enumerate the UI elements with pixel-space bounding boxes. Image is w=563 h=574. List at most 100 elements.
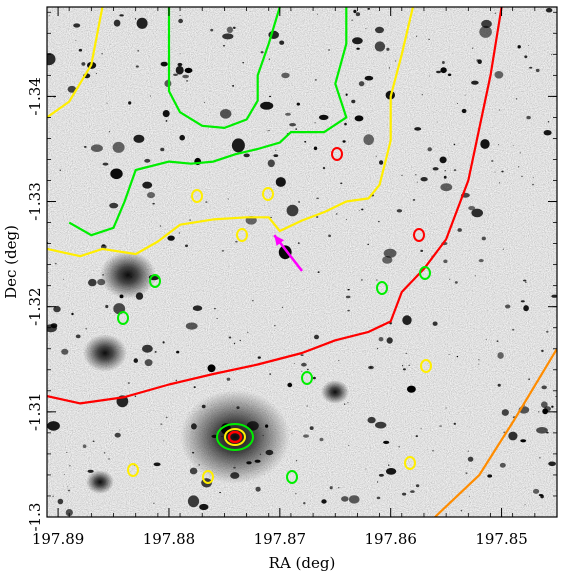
galaxy-source bbox=[428, 38, 430, 41]
galaxy-source bbox=[300, 354, 304, 356]
galaxy-source bbox=[210, 28, 214, 32]
galaxy-source bbox=[231, 138, 245, 153]
galaxy-source bbox=[185, 244, 188, 248]
galaxy-source bbox=[175, 65, 184, 75]
galaxy-source bbox=[497, 144, 500, 146]
galaxy-source bbox=[309, 426, 314, 430]
galaxy-source bbox=[109, 202, 119, 209]
galaxy-source bbox=[472, 47, 474, 49]
galaxy-source bbox=[479, 25, 492, 38]
galaxy-source bbox=[547, 121, 550, 123]
galaxy-source bbox=[512, 145, 514, 146]
galaxy-source bbox=[260, 51, 264, 54]
contour-lines bbox=[47, 7, 557, 517]
galaxy-source bbox=[144, 359, 153, 367]
galaxy-source bbox=[460, 509, 463, 512]
galaxy-source bbox=[221, 250, 225, 252]
galaxy-source bbox=[78, 48, 83, 52]
galaxy-source bbox=[226, 26, 233, 33]
contour-line bbox=[420, 359, 432, 373]
galaxy-source bbox=[523, 305, 529, 312]
galaxy-source bbox=[440, 67, 447, 74]
galaxy-source bbox=[47, 53, 56, 66]
galaxy-source bbox=[179, 53, 181, 55]
galaxy-source bbox=[177, 62, 183, 67]
galaxy-source bbox=[232, 85, 235, 87]
galaxy-source bbox=[508, 431, 518, 441]
galaxy-source bbox=[478, 359, 480, 361]
galaxy-source bbox=[355, 12, 361, 17]
galaxy-source bbox=[365, 468, 367, 470]
galaxy-source bbox=[82, 444, 87, 449]
galaxy-source bbox=[47, 272, 50, 273]
galaxy-source bbox=[480, 139, 490, 149]
galaxy-source bbox=[364, 75, 374, 81]
galaxy-source bbox=[448, 354, 450, 356]
galaxy-halos bbox=[83, 251, 349, 494]
galaxy-source bbox=[62, 279, 65, 281]
galaxy-source bbox=[265, 424, 269, 428]
galaxy-source bbox=[524, 55, 528, 59]
galaxy-source bbox=[254, 459, 261, 463]
galaxy-source bbox=[478, 363, 480, 365]
galaxy-source bbox=[498, 109, 501, 111]
galaxy-source bbox=[211, 434, 218, 438]
galaxy-source bbox=[487, 474, 493, 478]
contour-line bbox=[216, 423, 254, 451]
galaxy-source bbox=[548, 461, 556, 467]
galaxy-source bbox=[81, 62, 86, 66]
galaxy-source bbox=[193, 386, 196, 388]
galaxy-source bbox=[102, 162, 109, 166]
galaxy-source bbox=[348, 495, 360, 504]
galaxy-source bbox=[497, 352, 504, 359]
galaxy-source bbox=[233, 342, 236, 345]
contour-line bbox=[262, 187, 274, 201]
galaxy-source bbox=[230, 472, 240, 479]
galaxy-source bbox=[165, 416, 168, 419]
galaxy-source bbox=[546, 431, 549, 434]
galaxy-source bbox=[279, 40, 285, 45]
galaxy-halo bbox=[100, 251, 156, 299]
galaxy-source bbox=[127, 382, 130, 384]
galaxy-source bbox=[439, 156, 447, 164]
galaxy-source bbox=[538, 494, 544, 497]
galaxy-source bbox=[376, 348, 379, 350]
galaxy-source bbox=[162, 110, 170, 118]
galaxy-source bbox=[69, 465, 71, 467]
galaxy-source bbox=[415, 174, 417, 176]
galaxy-source bbox=[222, 33, 234, 40]
galaxy-source bbox=[454, 281, 458, 284]
galaxy-source bbox=[227, 198, 229, 200]
galaxy-source bbox=[270, 216, 272, 218]
galaxy-source bbox=[246, 461, 252, 465]
galaxy-source bbox=[555, 395, 557, 397]
galaxy-source bbox=[376, 496, 381, 500]
galaxy-source bbox=[414, 127, 422, 131]
galaxy-source bbox=[316, 197, 319, 200]
galaxy-source bbox=[541, 349, 544, 352]
galaxy-source bbox=[383, 248, 397, 258]
galaxy-source bbox=[351, 99, 356, 104]
galaxy-source bbox=[192, 305, 203, 312]
galaxy-source bbox=[67, 489, 71, 492]
galaxy-source bbox=[428, 75, 431, 77]
galaxy-source bbox=[233, 466, 236, 469]
galaxy-source bbox=[361, 208, 364, 211]
galaxy-source bbox=[201, 404, 206, 409]
galaxy-source bbox=[226, 377, 231, 381]
galaxy-source bbox=[491, 160, 494, 162]
galaxy-source bbox=[545, 7, 553, 13]
galaxy-source bbox=[316, 216, 319, 218]
galaxy-source bbox=[165, 120, 168, 122]
galaxy-source bbox=[295, 460, 298, 462]
galaxy-source bbox=[233, 26, 236, 29]
galaxy-source bbox=[301, 362, 307, 367]
galaxy-source bbox=[347, 289, 350, 291]
galaxy-halo bbox=[86, 470, 114, 494]
galaxy-source bbox=[521, 175, 523, 177]
galaxy-source bbox=[551, 294, 557, 298]
galaxy-source bbox=[239, 339, 241, 342]
galaxy-source bbox=[468, 496, 471, 497]
galaxy-source bbox=[494, 171, 496, 173]
galaxy-source bbox=[363, 134, 375, 146]
